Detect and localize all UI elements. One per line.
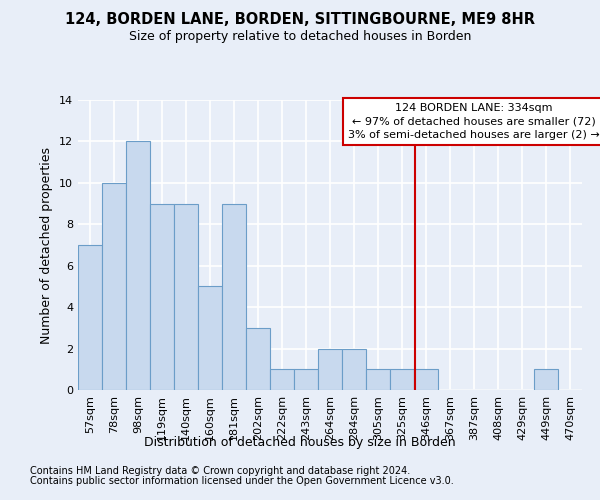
Y-axis label: Number of detached properties: Number of detached properties	[40, 146, 53, 344]
Bar	[174, 204, 198, 390]
Bar	[198, 286, 222, 390]
Bar	[222, 204, 246, 390]
Bar	[246, 328, 270, 390]
Text: 124, BORDEN LANE, BORDEN, SITTINGBOURNE, ME9 8HR: 124, BORDEN LANE, BORDEN, SITTINGBOURNE,…	[65, 12, 535, 28]
Bar	[342, 348, 366, 390]
Bar	[390, 370, 414, 390]
Bar	[102, 183, 126, 390]
Text: Size of property relative to detached houses in Borden: Size of property relative to detached ho…	[129, 30, 471, 43]
Bar	[366, 370, 390, 390]
Bar	[534, 370, 558, 390]
Text: 124 BORDEN LANE: 334sqm
← 97% of detached houses are smaller (72)
3% of semi-det: 124 BORDEN LANE: 334sqm ← 97% of detache…	[348, 103, 600, 140]
Bar	[414, 370, 438, 390]
Bar	[318, 348, 342, 390]
Bar	[78, 245, 102, 390]
Bar	[270, 370, 294, 390]
Bar	[294, 370, 318, 390]
Text: Contains HM Land Registry data © Crown copyright and database right 2024.: Contains HM Land Registry data © Crown c…	[30, 466, 410, 476]
Text: Contains public sector information licensed under the Open Government Licence v3: Contains public sector information licen…	[30, 476, 454, 486]
Bar	[150, 204, 174, 390]
Text: Distribution of detached houses by size in Borden: Distribution of detached houses by size …	[144, 436, 456, 449]
Bar	[126, 142, 150, 390]
